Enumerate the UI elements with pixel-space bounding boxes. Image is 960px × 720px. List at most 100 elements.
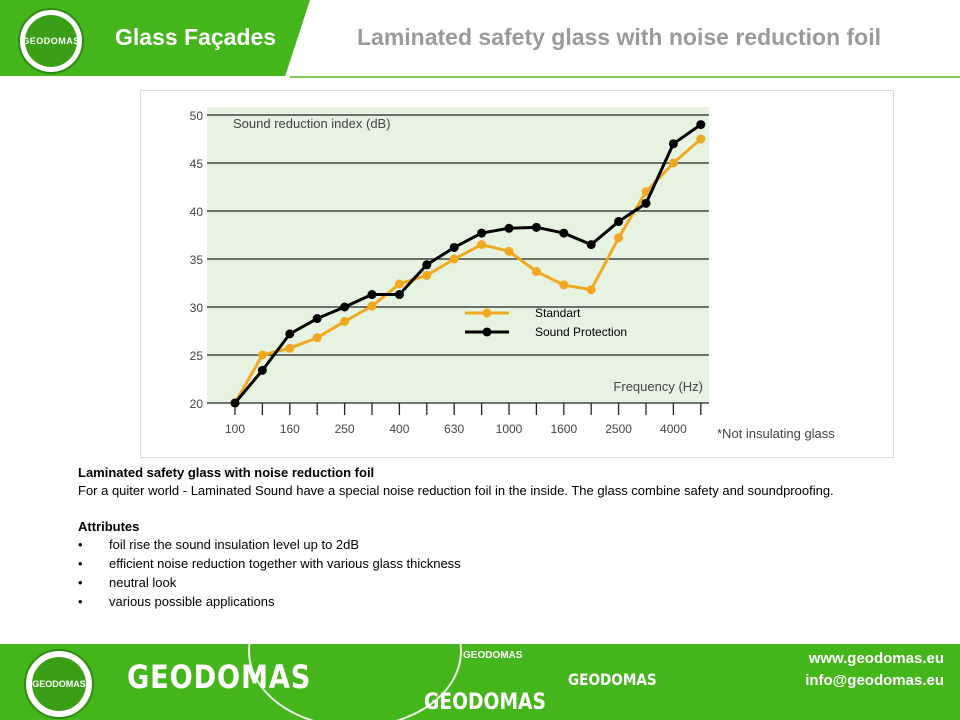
- data-point-standart: [668, 158, 678, 168]
- y-axis-label: Sound reduction index (dB): [233, 116, 391, 131]
- page-title: Laminated safety glass with noise reduct…: [357, 24, 881, 50]
- data-point-sound-protection: [559, 228, 569, 238]
- footer-brand-right: GEODOMAS: [568, 670, 657, 689]
- bullet: •: [78, 575, 83, 590]
- y-tick-label: 25: [190, 349, 204, 363]
- x-tick-label: 2500: [605, 422, 632, 436]
- data-point-sound-protection: [504, 223, 514, 233]
- email-link[interactable]: info@geodomas.eu: [805, 672, 944, 689]
- y-tick-label: 45: [190, 157, 204, 171]
- x-tick-label: 250: [335, 422, 355, 436]
- y-tick-label: 30: [190, 301, 204, 315]
- list-item: • foil rise the sound insulation level up…: [78, 536, 878, 555]
- data-point-standart: [531, 266, 541, 276]
- series-line-sound-protection: [233, 123, 702, 404]
- footer-logo-emblem: GEODOMAS: [32, 657, 86, 711]
- data-point-standart: [257, 350, 267, 360]
- x-tick-label: 630: [444, 422, 464, 436]
- y-tick-label: 20: [190, 397, 204, 411]
- x-tick-label: 100: [225, 422, 245, 436]
- legend-marker-standart: [482, 308, 492, 318]
- y-tick-label: 50: [190, 109, 204, 123]
- bullet: •: [78, 594, 83, 609]
- data-point-standart: [422, 270, 432, 280]
- data-point-sound-protection: [340, 302, 350, 312]
- data-point-sound-protection: [696, 120, 706, 130]
- description-body: For a quiter world - Laminated Sound hav…: [78, 483, 834, 498]
- attributes-title: Attributes: [78, 519, 140, 534]
- data-point-standart: [614, 233, 624, 243]
- x-tick-label: 160: [280, 422, 300, 436]
- description-block: Laminated safety glass with noise reduct…: [78, 464, 878, 612]
- header: GEODOMAS Glass Façades Laminated safety …: [0, 0, 960, 78]
- data-point-sound-protection: [257, 365, 267, 375]
- x-axis-label: Frequency (Hz): [613, 379, 703, 394]
- series-layer: [230, 120, 706, 408]
- data-point-sound-protection: [312, 314, 322, 324]
- data-point-standart: [449, 254, 459, 264]
- data-point-standart: [559, 280, 569, 290]
- chart-note: *Not insulating glass: [717, 426, 835, 441]
- data-point-sound-protection: [230, 398, 240, 408]
- data-point-sound-protection: [422, 260, 432, 270]
- legend: Standart Sound Protection: [465, 306, 627, 339]
- plot-area: [207, 107, 709, 403]
- logo-text: GEODOMAS: [22, 36, 80, 46]
- footer-logo: GEODOMAS: [24, 649, 94, 719]
- data-point-sound-protection: [531, 222, 541, 232]
- data-point-sound-protection: [449, 242, 459, 252]
- footer-brand-mid: GEODOMAS: [424, 690, 546, 715]
- data-point-sound-protection: [285, 329, 295, 339]
- data-point-sound-protection: [614, 217, 624, 227]
- footer-brand: GEODOMAS: [127, 658, 312, 696]
- list-item: • efficient noise reduction together with…: [78, 555, 878, 574]
- footer-logo-text: GEODOMAS: [32, 679, 86, 689]
- geodomas-logo: GEODOMAS: [18, 8, 84, 74]
- data-point-standart: [696, 134, 706, 144]
- data-point-standart: [285, 343, 295, 353]
- data-point-standart: [641, 187, 651, 197]
- data-point-sound-protection: [641, 198, 651, 208]
- data-point-standart: [367, 301, 377, 311]
- logo-emblem: GEODOMAS: [22, 15, 80, 67]
- data-point-standart: [477, 240, 487, 250]
- legend-label-sound-protection: Sound Protection: [535, 325, 627, 339]
- legend-label-standart: Standart: [535, 306, 581, 320]
- x-tick-label: 1000: [496, 422, 523, 436]
- description-title: Laminated safety glass with noise reduct…: [78, 465, 375, 480]
- bullet: •: [78, 556, 83, 571]
- bullet: •: [78, 537, 83, 552]
- y-tick-label: 35: [190, 253, 204, 267]
- x-tick-label: 4000: [660, 422, 687, 436]
- attribute-text: efficient noise reduction together with …: [109, 556, 461, 571]
- data-point-sound-protection: [367, 290, 377, 300]
- website-link[interactable]: www.geodomas.eu: [808, 650, 944, 667]
- attribute-text: foil rise the sound insulation level up …: [109, 537, 360, 552]
- attribute-text: various possible applications: [109, 594, 275, 609]
- attributes-list: • foil rise the sound insulation level up…: [78, 536, 878, 612]
- data-point-standart: [340, 316, 350, 326]
- footer: GEODOMAS GEODOMAS GEODOMAS GEODOMAS GEOD…: [0, 644, 960, 720]
- chart-svg: 20 25 30 35 40 45 50 100 160 250 400 630 1000 1600 250…: [190, 107, 835, 441]
- data-point-standart: [394, 279, 404, 289]
- data-point-sound-protection: [668, 139, 678, 149]
- section-title: Glass Façades: [115, 24, 277, 50]
- legend-marker-sound-protection: [482, 327, 492, 337]
- x-tick-label: 1600: [550, 422, 577, 436]
- data-point-standart: [586, 285, 596, 295]
- data-point-standart: [504, 246, 514, 256]
- data-point-sound-protection: [394, 290, 404, 300]
- data-point-standart: [312, 333, 322, 343]
- list-item: • neutral look: [78, 574, 878, 593]
- data-point-sound-protection: [477, 228, 487, 238]
- footer-brand-small: GEODOMAS: [463, 650, 523, 661]
- header-divider: [290, 76, 960, 78]
- list-item: • various possible applications: [78, 593, 878, 612]
- data-point-sound-protection: [586, 240, 596, 250]
- sound-reduction-chart: 20 25 30 35 40 45 50 100 160 250 400 630 1000 1600 250…: [140, 90, 894, 458]
- attribute-text: neutral look: [109, 575, 177, 590]
- tick-layer: 20 25 30 35 40 45 50 100 160 250 400 630 1000 1600 250…: [190, 109, 687, 436]
- series-line-standart: [233, 137, 702, 404]
- y-tick-label: 40: [190, 205, 204, 219]
- x-tick-label: 400: [389, 422, 409, 436]
